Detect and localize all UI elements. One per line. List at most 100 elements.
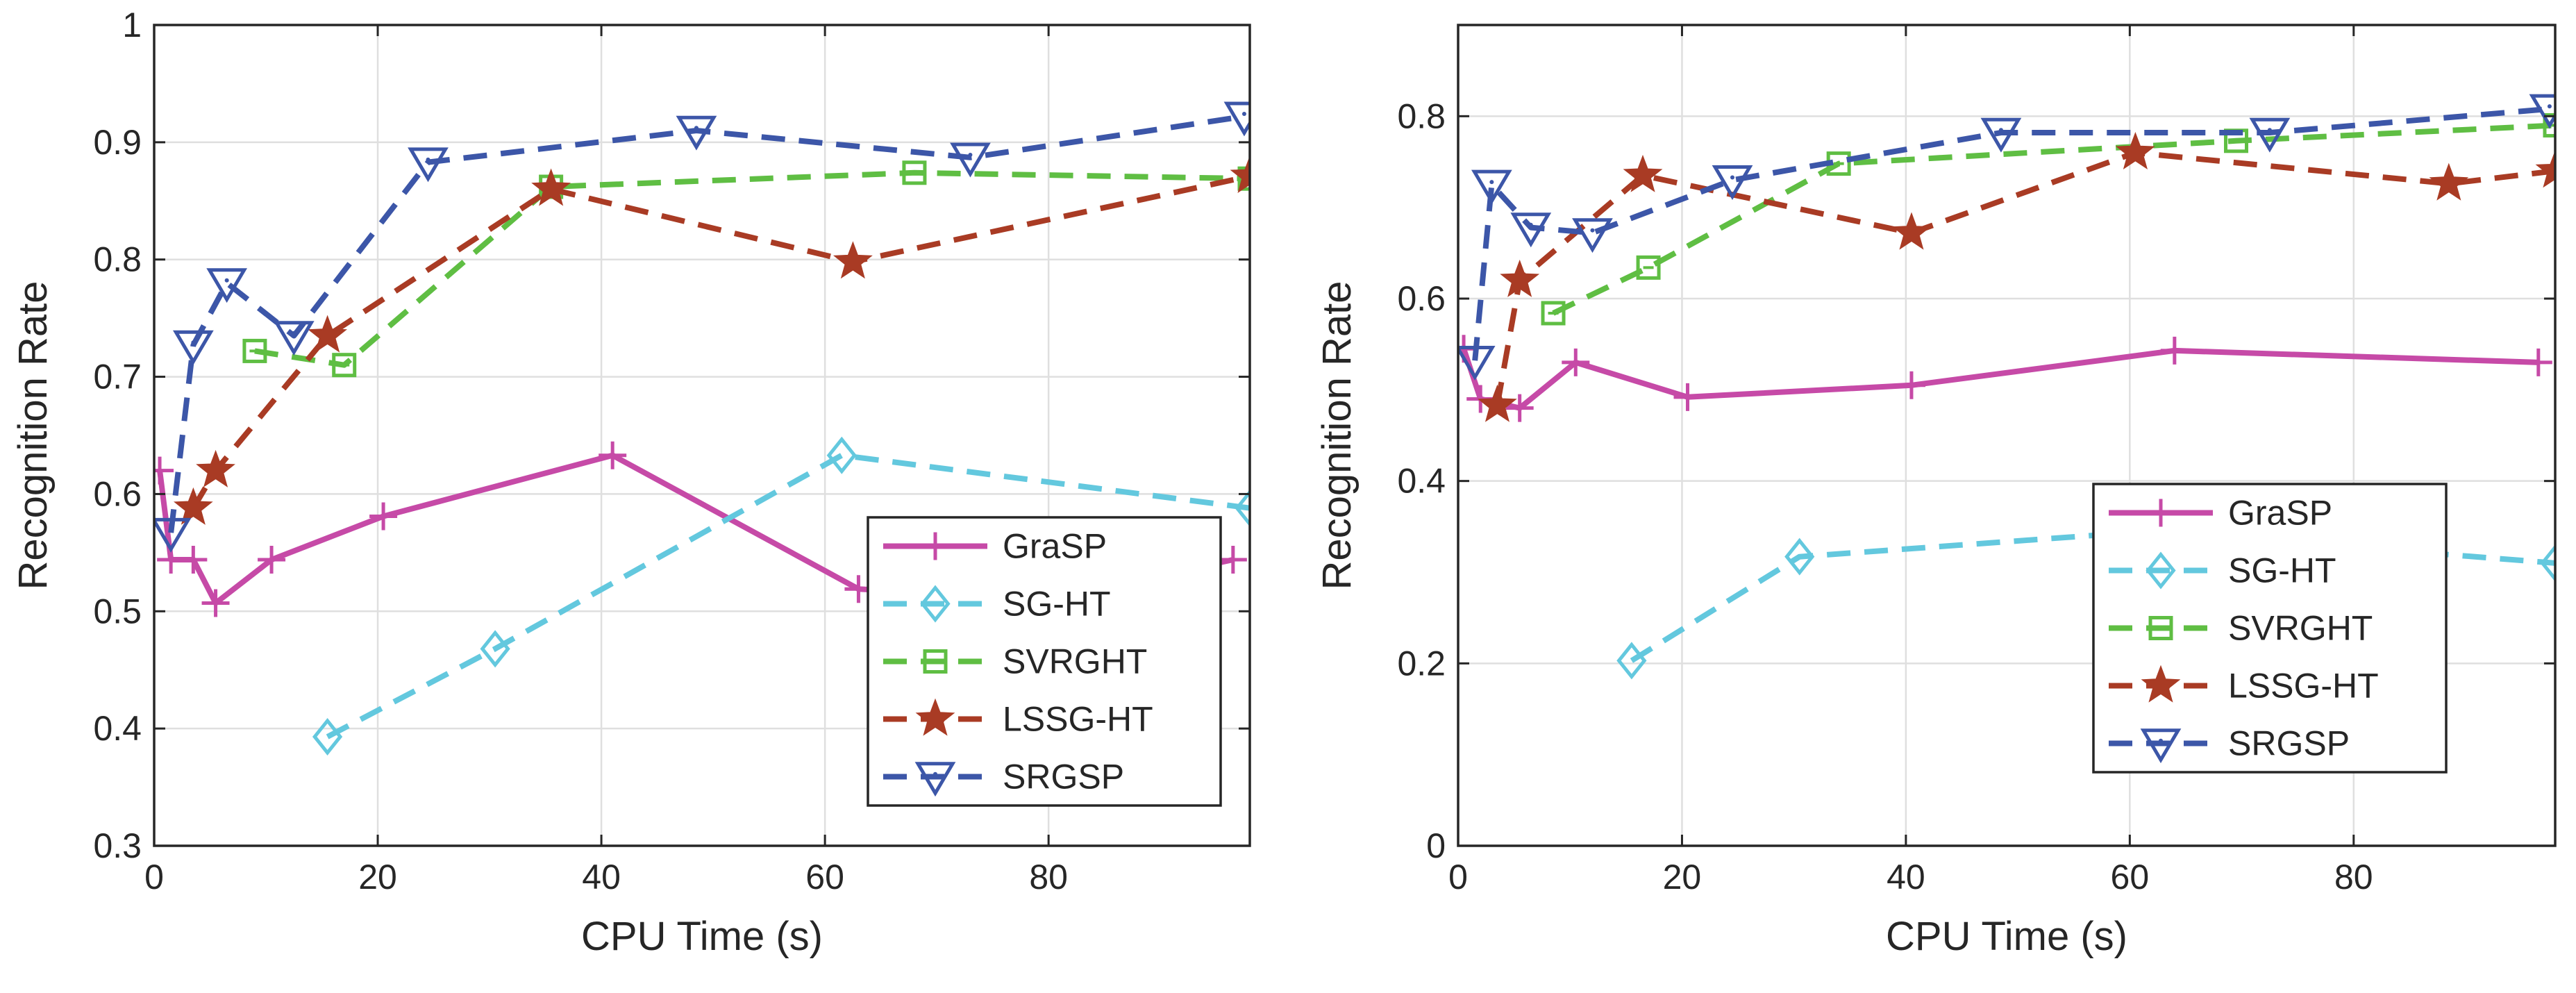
series-line-sg-ht xyxy=(326,452,1250,740)
x-tick-label: 40 xyxy=(1887,858,1925,896)
data-point-srgsp-dot xyxy=(694,126,699,131)
data-point-srgsp xyxy=(950,142,991,178)
y-tick-label: 0.2 xyxy=(1397,644,1446,683)
y-tick-label: 0.8 xyxy=(1397,97,1446,135)
data-point-lssg-ht xyxy=(833,241,873,279)
data-point-srgsp-dot xyxy=(1590,228,1595,233)
x-tick-label: 0 xyxy=(144,858,164,896)
series-srgsp xyxy=(154,101,1250,553)
data-point-sg-ht xyxy=(1235,489,1250,527)
data-point-sg-ht xyxy=(312,717,343,756)
data-point-lssg-ht xyxy=(1230,155,1250,194)
data-point-grasp xyxy=(258,545,286,574)
x-tick-label: 60 xyxy=(2111,858,2150,896)
data-point-srgsp-dot xyxy=(292,331,296,335)
y-tick-label: 1 xyxy=(122,6,142,44)
data-point-sg-ht xyxy=(480,630,510,668)
series-srgsp xyxy=(1458,94,2555,381)
data-point-srgsp xyxy=(1510,212,1552,248)
legend-label-lssg-ht: LSSG-HT xyxy=(1003,700,1153,739)
legend: GraSP SG-HT SVRGHT LSSG-HT SRGSP xyxy=(2092,483,2448,774)
legend-label-sg-ht: SG-HT xyxy=(1003,585,1111,624)
data-point-sg-ht xyxy=(1616,642,1647,680)
data-point-svrght xyxy=(1237,166,1250,191)
data-point-grasp xyxy=(1562,348,1590,376)
data-point-srgsp-dot xyxy=(426,157,430,162)
data-point-grasp xyxy=(599,441,627,469)
data-point-lssg-ht xyxy=(173,487,213,525)
series-lssg-ht xyxy=(173,155,1250,525)
legend-label-srgsp: SRGSP xyxy=(1003,758,1124,796)
x-tick-label: 60 xyxy=(805,858,844,896)
axes-box xyxy=(1457,24,2557,847)
legend-marker-svrght xyxy=(2148,616,2173,640)
data-point-lssg-ht xyxy=(2535,150,2555,188)
series-line-lssg-ht xyxy=(190,173,1250,510)
data-point-srgsp xyxy=(1572,218,1613,253)
data-point-srgsp xyxy=(1471,169,1512,205)
data-point-lssg-ht xyxy=(1500,259,1540,297)
legend: GraSP SG-HT SVRGHT LSSG-HT SRGSP xyxy=(867,516,1222,807)
data-point-lssg-ht xyxy=(308,315,348,353)
data-point-srgsp xyxy=(172,330,214,365)
data-point-srgsp-dot xyxy=(1473,356,1478,360)
legend-marker-srgsp-dot xyxy=(933,771,937,776)
series-line-svrght xyxy=(254,169,1250,368)
data-point-svrght xyxy=(242,338,267,363)
y-tick-label: 0.4 xyxy=(93,709,142,748)
legend-marker-srgsp-dot xyxy=(2159,738,2163,743)
y-axis-label: Recognition Rate xyxy=(10,281,56,590)
data-point-grasp xyxy=(1505,394,1534,422)
data-point-grasp xyxy=(154,456,174,485)
data-point-srgsp-dot xyxy=(1489,180,1494,185)
data-point-srgsp-dot xyxy=(968,153,973,158)
y-tick-label: 0.7 xyxy=(93,358,142,397)
x-axis-label: CPU Time (s) xyxy=(581,914,823,959)
y-tick-label: 0.5 xyxy=(93,592,142,631)
data-point-srgsp-dot xyxy=(1998,128,2003,133)
data-point-lssg-ht xyxy=(196,449,235,487)
legend-marker-sg-ht xyxy=(920,585,951,623)
y-tick-label: 0.6 xyxy=(93,474,142,513)
legend-label-srgsp: SRGSP xyxy=(2228,724,2350,763)
legend-label-sg-ht: SG-HT xyxy=(2228,551,2336,590)
x-tick-label: 0 xyxy=(1448,858,1468,896)
legend-marker-svrght xyxy=(923,649,948,674)
axes-box xyxy=(153,24,1251,847)
data-point-srgsp xyxy=(206,268,248,303)
data-point-srgsp-dot xyxy=(2267,128,2272,133)
data-point-srgsp xyxy=(2249,117,2291,153)
data-point-svrght xyxy=(2543,112,2555,137)
x-axis-label: CPU Time (s) xyxy=(1886,914,2127,959)
legend-marker-lssg-ht xyxy=(915,698,955,736)
y-tick-label: 0.3 xyxy=(93,826,142,865)
data-point-lssg-ht xyxy=(1891,212,1932,250)
data-point-grasp xyxy=(179,545,208,574)
data-point-srgsp-dot xyxy=(1241,111,1246,116)
data-point-sg-ht xyxy=(1784,537,1815,576)
data-point-srgsp-dot xyxy=(2547,104,2552,109)
data-point-grasp xyxy=(201,589,230,617)
x-tick-label: 40 xyxy=(582,858,621,896)
legend-marker-grasp xyxy=(921,532,949,560)
data-point-lssg-ht xyxy=(1478,384,1517,422)
left-chart-panel: 0 20 40 60 80 0.3 0.4 0.5 0.6 0.7 0.8 0.9 1 CPU Time … xyxy=(10,6,1251,959)
x-tick-label: 80 xyxy=(1029,858,1068,896)
x-tick-label: 20 xyxy=(358,858,397,896)
data-point-srgsp xyxy=(1980,117,2022,153)
data-point-grasp xyxy=(369,502,398,531)
data-point-lssg-ht xyxy=(1623,154,1663,192)
data-point-srgsp-dot xyxy=(169,528,174,533)
data-point-srgsp xyxy=(408,147,449,183)
legend-label-grasp: GraSP xyxy=(2228,494,2332,533)
legend-label-svrght: SVRGHT xyxy=(2228,609,2373,648)
data-point-lssg-ht xyxy=(531,168,571,206)
data-point-srgsp-dot xyxy=(224,278,229,283)
data-point-lssg-ht xyxy=(2115,132,2155,170)
data-point-grasp xyxy=(1897,371,1925,399)
y-axis-label: Recognition Rate xyxy=(1314,281,1360,590)
data-point-srgsp xyxy=(1458,346,1496,381)
data-point-srgsp xyxy=(1223,101,1250,137)
data-point-svrght xyxy=(902,160,927,185)
data-point-grasp xyxy=(1219,545,1247,574)
